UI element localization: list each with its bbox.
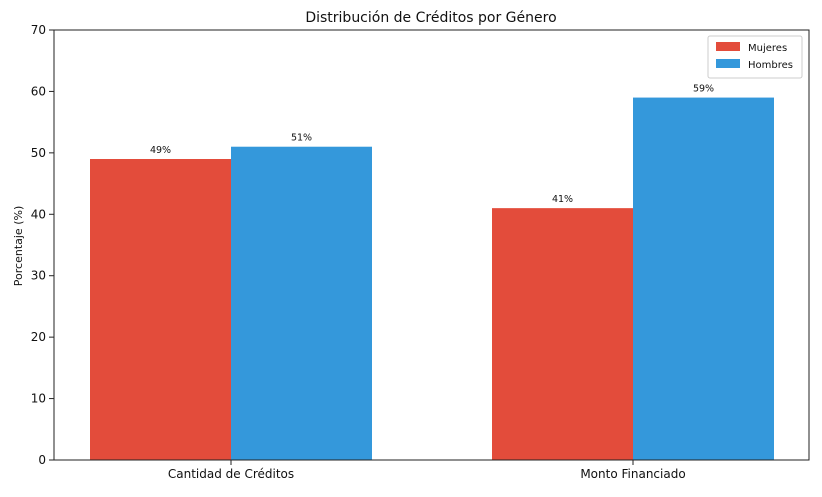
y-tick-label: 20 — [31, 330, 46, 344]
data-label: 41% — [552, 194, 573, 205]
data-label: 51% — [291, 133, 312, 144]
data-label: 59% — [693, 84, 714, 95]
y-tick-label: 60 — [31, 84, 46, 98]
y-tick-label: 40 — [31, 207, 46, 221]
y-axis-label: Porcentaje (%) — [12, 206, 25, 286]
y-tick-label: 10 — [31, 392, 46, 406]
data-label: 49% — [150, 145, 171, 156]
bar-mujeres-2 — [492, 208, 633, 460]
bars — [90, 97, 774, 461]
y-tick-label: 0 — [38, 453, 46, 467]
x-category-label: Cantidad de Créditos — [168, 467, 294, 481]
bar-hombres-2 — [633, 97, 774, 461]
x-axis-categories: Cantidad de Créditos Monto Financiado — [168, 460, 686, 481]
y-axis-ticks: 0 10 20 30 40 50 60 70 — [31, 23, 54, 467]
plot-frame — [53, 29, 810, 461]
bar-mujeres-1 — [90, 159, 231, 460]
legend-label: Hombres — [748, 60, 793, 71]
chart-title: Distribución de Créditos por Género — [305, 10, 556, 26]
legend: Mujeres Hombres — [707, 35, 803, 79]
legend-label: Mujeres — [748, 43, 787, 54]
y-tick-label: 70 — [31, 23, 46, 37]
y-tick-label: 50 — [31, 146, 46, 160]
x-category-label: Monto Financiado — [580, 467, 685, 481]
legend-swatch — [716, 59, 740, 68]
y-tick-label: 30 — [31, 269, 46, 283]
data-labels: 49% 51% 41% 59% — [150, 84, 714, 206]
bar-hombres-1 — [231, 146, 372, 460]
legend-swatch — [716, 42, 740, 51]
